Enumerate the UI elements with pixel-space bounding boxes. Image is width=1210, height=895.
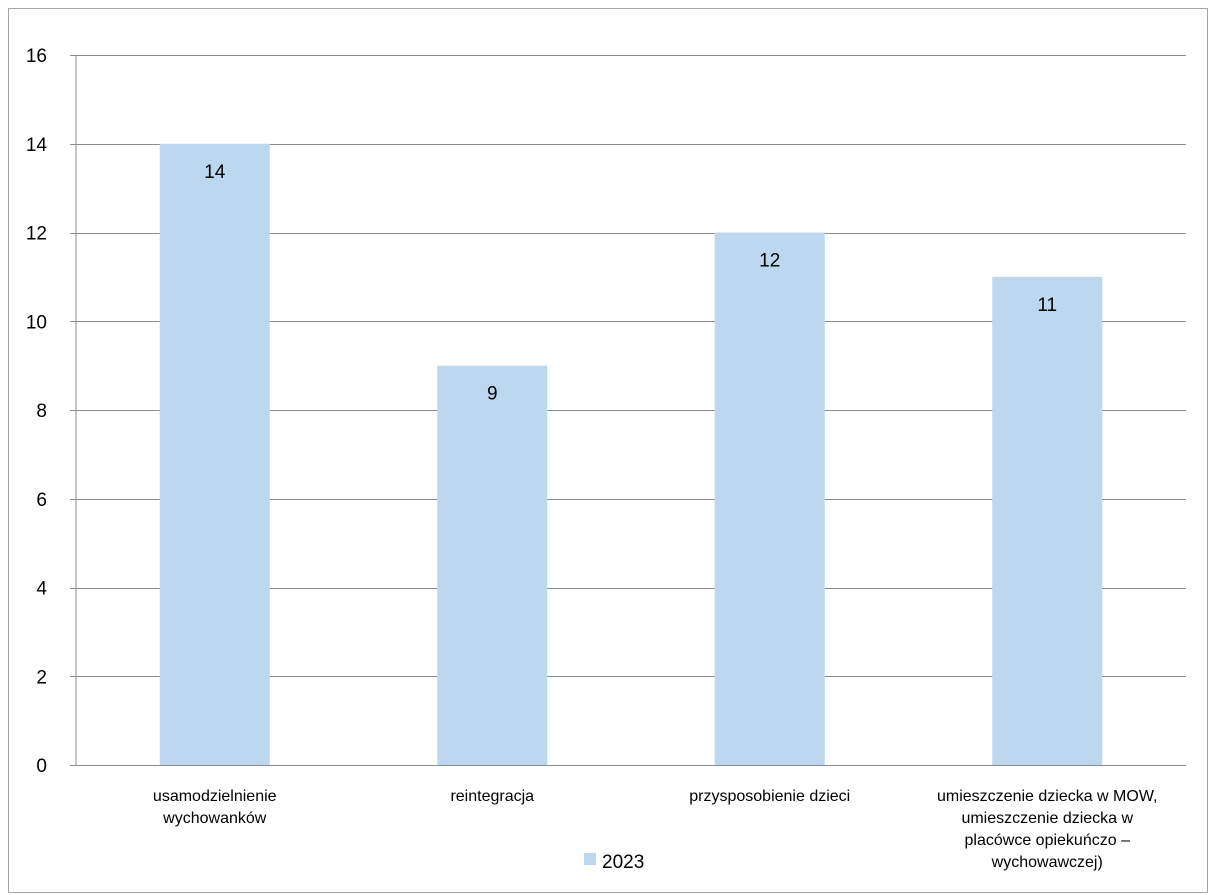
category-label: umieszczenie dziecka w bbox=[961, 810, 1133, 827]
data-label: 12 bbox=[759, 251, 780, 272]
category-label: placówce opiekuńczo – bbox=[965, 832, 1131, 849]
data-label: 9 bbox=[487, 384, 498, 405]
category-label: umieszczenie dziecka w MOW, bbox=[937, 788, 1158, 805]
bar bbox=[714, 232, 825, 765]
category-label: usamodzielnienie bbox=[153, 788, 277, 805]
data-labels: 14 9 12 11 bbox=[204, 162, 1057, 405]
legend-swatch bbox=[584, 853, 596, 865]
y-axis-ticks: 0 2 4 6 8 10 12 14 16 bbox=[26, 46, 48, 777]
bars bbox=[159, 143, 1103, 765]
bar bbox=[159, 143, 270, 765]
category-label: wychowanków bbox=[162, 810, 267, 827]
y-tick-label: 8 bbox=[36, 401, 47, 422]
legend: 2023 bbox=[584, 852, 644, 873]
legend-label: 2023 bbox=[602, 852, 644, 873]
x-axis-categories: usamodzielnienie wychowanków reintegracja p… bbox=[153, 788, 1158, 871]
y-tick-label: 0 bbox=[36, 756, 47, 777]
category-label: wychowawczej) bbox=[991, 854, 1103, 871]
y-tick-label: 12 bbox=[26, 224, 47, 245]
y-tick-label: 4 bbox=[36, 579, 47, 600]
data-label: 14 bbox=[204, 162, 226, 183]
bar bbox=[992, 276, 1103, 765]
y-tick-label: 16 bbox=[26, 46, 47, 67]
y-tick-label: 14 bbox=[26, 135, 48, 156]
category-label: przysposobienie dzieci bbox=[689, 788, 850, 805]
category-label: reintegracja bbox=[450, 788, 534, 805]
y-tick-label: 6 bbox=[36, 490, 47, 511]
y-tick-label: 2 bbox=[36, 667, 47, 688]
y-tick-label: 10 bbox=[26, 312, 47, 333]
data-label: 11 bbox=[1037, 295, 1057, 316]
bar bbox=[437, 365, 548, 765]
